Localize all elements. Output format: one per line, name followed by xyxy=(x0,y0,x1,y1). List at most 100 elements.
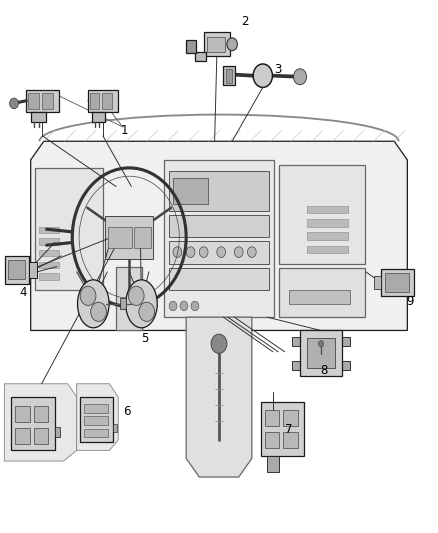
Bar xyxy=(42,93,53,109)
Circle shape xyxy=(180,301,188,311)
Bar xyxy=(186,40,196,53)
Bar xyxy=(265,410,279,426)
Polygon shape xyxy=(31,141,407,330)
Bar xyxy=(267,456,279,472)
Bar xyxy=(283,432,298,448)
Circle shape xyxy=(253,64,272,87)
Bar xyxy=(204,32,230,56)
Circle shape xyxy=(217,247,226,257)
Circle shape xyxy=(169,301,177,311)
Circle shape xyxy=(173,247,182,257)
Bar xyxy=(283,410,298,426)
Ellipse shape xyxy=(78,280,109,328)
Circle shape xyxy=(10,98,18,109)
Bar xyxy=(116,266,142,330)
Bar xyxy=(226,69,232,83)
Bar xyxy=(39,238,59,245)
Text: 8: 8 xyxy=(321,364,328,377)
Bar xyxy=(307,219,348,227)
Text: 5: 5 xyxy=(141,332,148,345)
Bar xyxy=(265,432,279,448)
Circle shape xyxy=(128,286,144,305)
Bar xyxy=(88,90,118,112)
Bar xyxy=(307,206,348,213)
Bar xyxy=(261,402,304,456)
Ellipse shape xyxy=(126,280,157,328)
Bar xyxy=(307,232,348,240)
Bar xyxy=(35,168,103,290)
Circle shape xyxy=(293,69,307,85)
Bar xyxy=(279,268,365,317)
Bar xyxy=(39,227,59,233)
Bar xyxy=(84,429,108,437)
Bar xyxy=(134,227,151,248)
Bar xyxy=(34,406,48,422)
Bar xyxy=(105,216,153,259)
Bar xyxy=(374,276,381,289)
Bar xyxy=(80,397,113,442)
Bar xyxy=(292,361,300,370)
Bar xyxy=(207,37,225,52)
Circle shape xyxy=(234,247,243,257)
Bar xyxy=(39,250,59,256)
Bar xyxy=(39,262,59,268)
Circle shape xyxy=(91,302,106,321)
Text: 7: 7 xyxy=(285,423,293,435)
Text: 2: 2 xyxy=(240,15,248,28)
Circle shape xyxy=(139,302,155,321)
Bar xyxy=(381,269,414,296)
Bar xyxy=(5,256,29,284)
Bar xyxy=(289,290,350,304)
Bar xyxy=(342,361,350,370)
Bar xyxy=(15,428,30,444)
Bar xyxy=(102,93,112,109)
Text: 1: 1 xyxy=(121,124,129,137)
Circle shape xyxy=(211,334,227,353)
Circle shape xyxy=(191,301,199,311)
Bar xyxy=(84,404,108,413)
Text: 9: 9 xyxy=(406,295,413,308)
Bar xyxy=(55,427,60,437)
Circle shape xyxy=(80,286,96,305)
Bar xyxy=(292,337,300,346)
Bar xyxy=(223,66,235,85)
Bar xyxy=(307,246,348,253)
Bar xyxy=(34,428,48,444)
Bar xyxy=(169,171,269,211)
Circle shape xyxy=(247,247,256,257)
Bar xyxy=(279,165,365,264)
Bar xyxy=(29,262,37,278)
Bar xyxy=(26,90,59,112)
Bar xyxy=(15,406,30,422)
Bar xyxy=(195,52,206,61)
Polygon shape xyxy=(77,384,118,450)
Bar xyxy=(90,93,99,109)
Bar xyxy=(307,338,335,368)
Circle shape xyxy=(186,247,195,257)
Text: 6: 6 xyxy=(123,405,131,418)
Bar xyxy=(11,397,55,450)
Bar xyxy=(342,337,350,346)
Text: 3: 3 xyxy=(275,63,282,76)
Bar xyxy=(169,241,269,264)
Bar xyxy=(92,112,105,122)
Bar xyxy=(169,268,269,290)
Text: 4: 4 xyxy=(19,286,27,298)
Circle shape xyxy=(227,38,237,51)
Bar xyxy=(173,178,208,204)
Bar xyxy=(28,93,39,109)
Bar xyxy=(31,112,46,122)
Bar xyxy=(113,424,117,432)
Bar xyxy=(8,260,25,279)
Polygon shape xyxy=(4,384,77,461)
Bar xyxy=(385,273,409,292)
Bar xyxy=(300,330,342,376)
Bar xyxy=(108,227,132,248)
Circle shape xyxy=(318,341,324,347)
Bar xyxy=(39,273,59,280)
Bar xyxy=(120,298,126,309)
Bar xyxy=(169,215,269,237)
Circle shape xyxy=(199,247,208,257)
Bar xyxy=(84,416,108,425)
Bar xyxy=(164,160,274,317)
